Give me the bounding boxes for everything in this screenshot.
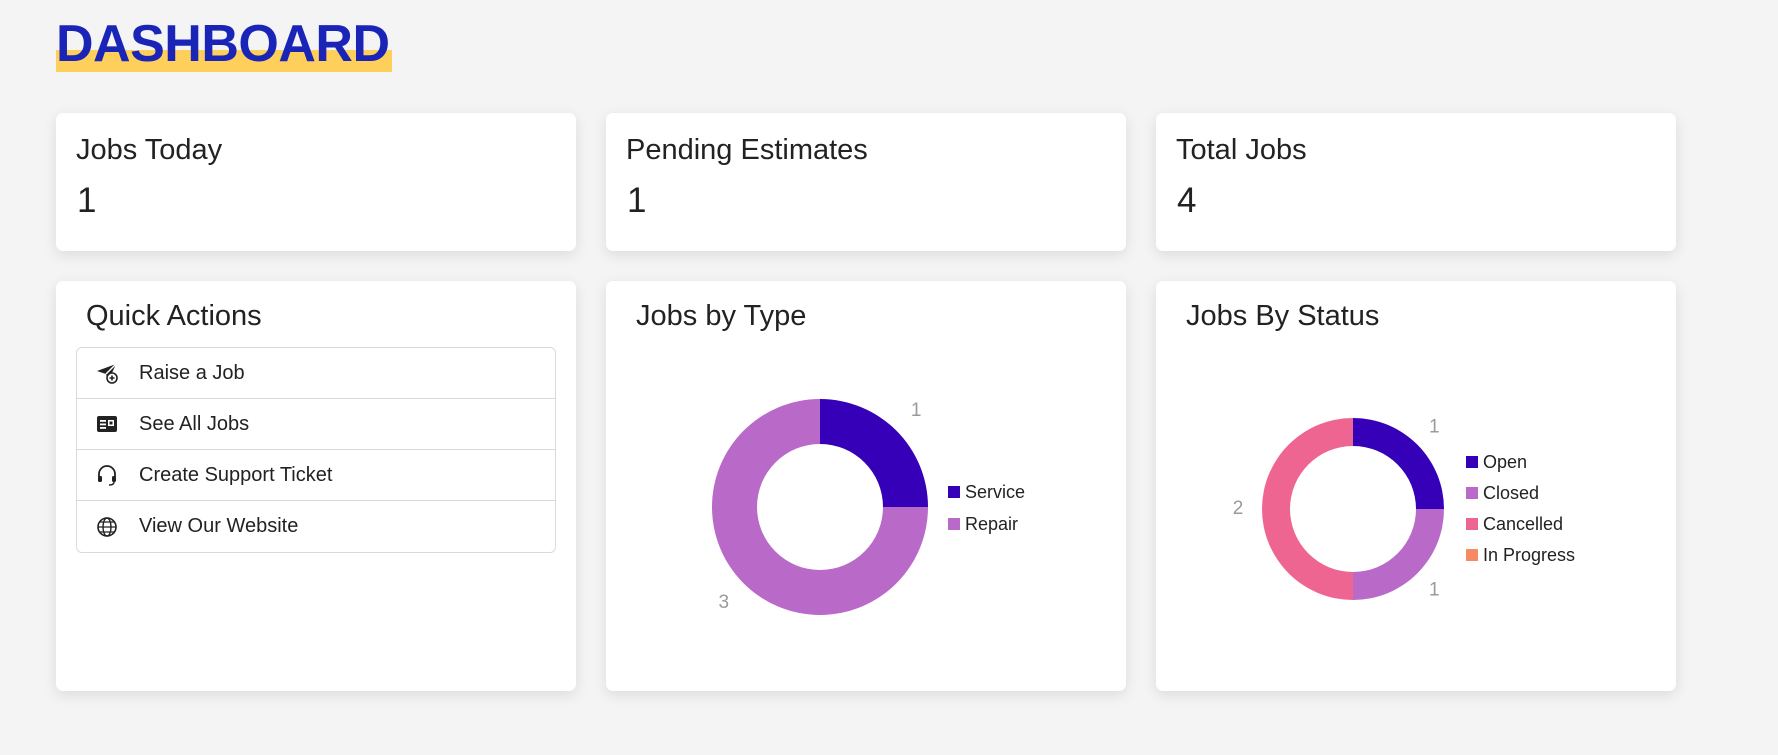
legend-label-cancelled[interactable]: Cancelled [1483,514,1563,534]
legend-label-in-progress[interactable]: In Progress [1483,545,1575,565]
jobs-by-status-card: Jobs By Status 1 1 2 Open Closed Cancelled In … [1156,281,1676,691]
stat-card-total-jobs: Total Jobs 4 [1156,113,1676,251]
job-card-icon [95,412,119,436]
stat-value: 1 [627,181,647,220]
chart-title: Jobs By Status [1186,300,1380,332]
stat-label: Jobs Today [76,134,223,166]
view-website-action[interactable]: View Our Website [77,501,555,552]
globe-icon [95,515,119,539]
legend-label-service[interactable]: Service [965,482,1025,502]
slice-cancelled [1262,418,1353,600]
chart-title: Jobs by Type [636,300,807,332]
stat-label: Total Jobs [1176,134,1307,166]
jobs-by-type-card: Jobs by Type 1 3 Service Repair [606,281,1126,691]
legend-swatch-in-progress [1466,549,1478,561]
stat-card-jobs-today: Jobs Today 1 [56,113,576,251]
stat-value: 4 [1177,181,1197,220]
stat-card-pending-estimates: Pending Estimates 1 [606,113,1126,251]
quick-action-label: See All Jobs [139,412,250,435]
legend-label-repair[interactable]: Repair [965,514,1018,534]
legend-swatch-cancelled [1466,518,1478,530]
quick-actions-title: Quick Actions [86,300,262,332]
quick-actions-card: Quick Actions Raise a Job [56,281,576,691]
see-all-jobs-action[interactable]: See All Jobs [77,399,555,450]
slice-repair [712,399,928,615]
raise-job-action[interactable]: Raise a Job [77,348,555,399]
slice-open [1353,418,1444,509]
quick-actions-list: Raise a Job See All Jobs [76,347,556,553]
quick-action-label: View Our Website [139,515,299,537]
slice-value-label: 1 [1429,417,1440,438]
slice-closed [1353,509,1444,600]
slice-value-label: 1 [1429,579,1440,600]
create-support-ticket-action[interactable]: Create Support Ticket [77,450,555,501]
legend-swatch-repair [948,518,960,530]
headset-icon [95,463,119,487]
send-plane-plus-icon [95,361,119,385]
slice-value-label: 1 [911,400,922,421]
slice-service [820,399,928,507]
legend-swatch-service [948,486,960,498]
quick-action-label: Raise a Job [139,361,245,384]
legend-label-open[interactable]: Open [1483,452,1527,472]
legend-label-closed[interactable]: Closed [1483,483,1539,503]
stat-label: Pending Estimates [626,134,868,166]
slice-value-label: 2 [1233,498,1244,519]
legend-swatch-closed [1466,487,1478,499]
jobs-by-type-chart: 1 3 Service Repair [712,399,1025,615]
legend-swatch-open [1466,456,1478,468]
stat-value: 1 [77,181,97,220]
slice-value-label: 3 [719,592,730,613]
jobs-by-status-chart: 1 1 2 Open Closed Cancelled In Progress [1233,417,1575,601]
page-title: DASHBOARD [56,15,392,73]
quick-action-label: Create Support Ticket [139,463,333,486]
